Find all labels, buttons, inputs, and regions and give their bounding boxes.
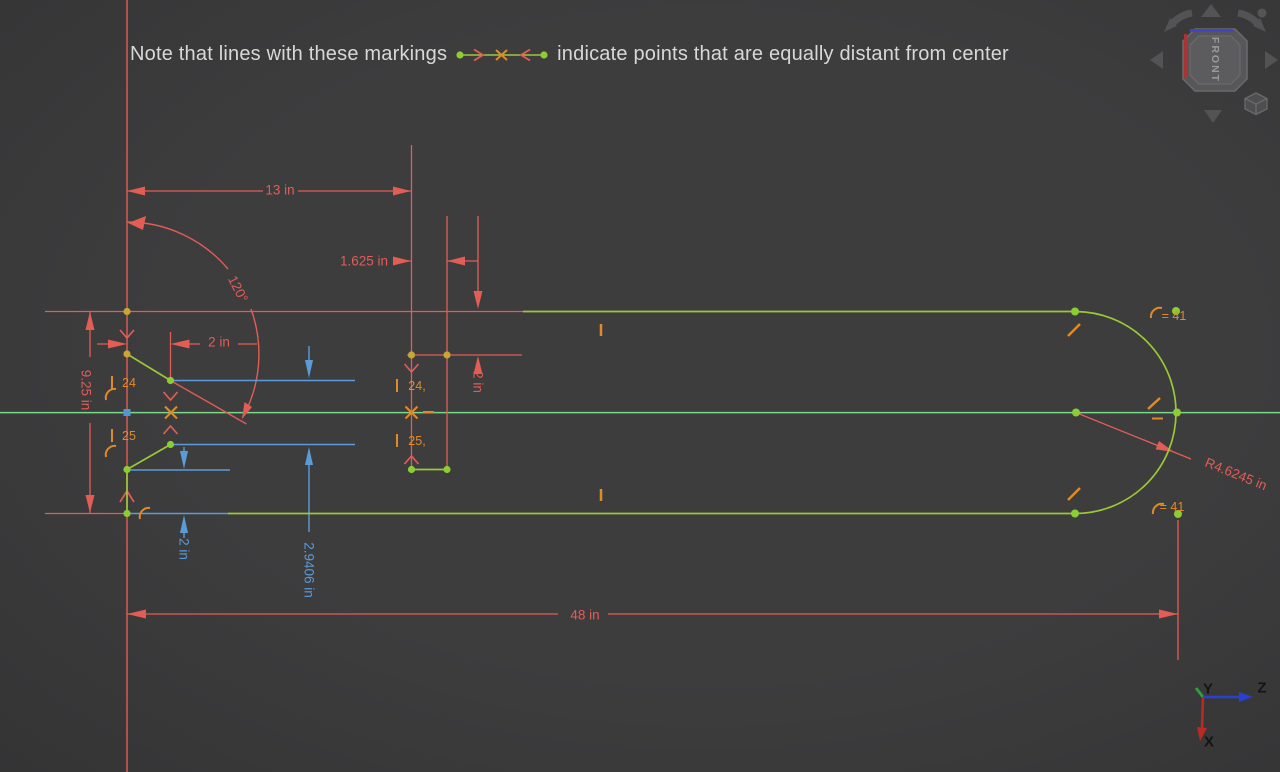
sketch-point[interactable] — [123, 509, 131, 518]
arc-constraint-icon[interactable] — [138, 506, 151, 520]
arc-constraint-icon[interactable] — [1151, 502, 1165, 515]
reference-point[interactable] — [1174, 510, 1182, 518]
sketch-point[interactable] — [123, 350, 131, 358]
viewcube-arrow-right[interactable] — [1265, 51, 1278, 69]
dimension-lines — [45, 145, 1192, 660]
arc-constraint-icon[interactable] — [1149, 306, 1163, 319]
sketch-point[interactable] — [123, 307, 131, 316]
arc-constraint-icon[interactable] — [104, 444, 117, 458]
view-cube — [1150, 4, 1278, 123]
viewcube-face-inner[interactable] — [1189, 35, 1241, 85]
sketch-point[interactable] — [443, 465, 451, 474]
dimension-label-2in-vertical[interactable]: 2 in — [470, 371, 486, 393]
constraint-label-24-left[interactable]: 24 — [122, 376, 136, 390]
viewcube-rotate-ccw-icon[interactable] — [1169, 9, 1193, 27]
constraint-label-41-bottom[interactable]: = 41 — [1159, 500, 1185, 514]
sketch-point[interactable] — [166, 376, 175, 385]
driven-dimension-lines — [128, 346, 355, 538]
angle-leader-line — [170, 379, 247, 425]
dimension-label-29406in[interactable]: 2.9406 in — [301, 542, 317, 598]
viewcube-arrow-left[interactable] — [1150, 51, 1163, 69]
sketch-point[interactable] — [1173, 408, 1181, 417]
dimension-label-2in-horizontal[interactable]: 2 in — [208, 334, 230, 350]
x-axis-arrowhead — [1197, 727, 1207, 741]
note-banner: Note that lines with these markings indi… — [130, 43, 1009, 66]
sketch-point[interactable] — [166, 440, 175, 449]
sketch-point[interactable] — [407, 465, 416, 474]
viewcube-arrow-down[interactable] — [1204, 110, 1222, 123]
arc-center-point[interactable] — [1072, 408, 1080, 417]
arc-constraint-icon[interactable] — [104, 387, 117, 401]
triad-z-label: Z — [1257, 679, 1267, 697]
dimension-label-925in[interactable]: 9.25 in — [78, 369, 94, 411]
viewcube-rotate-cw-head[interactable] — [1253, 18, 1266, 32]
tangent-tick-icon — [1067, 487, 1081, 501]
constraint-label-25-mid[interactable]: 25, — [408, 434, 426, 448]
tangent-tick-icon — [1067, 323, 1081, 337]
sketch-point[interactable] — [1071, 307, 1079, 316]
sketch-point[interactable] — [443, 351, 451, 359]
viewcube-rotate-ccw-head[interactable] — [1164, 18, 1177, 32]
sketch-line-notch-lower[interactable] — [126, 443, 171, 471]
x-marker-icon — [404, 405, 419, 420]
home-cube-icon[interactable] — [1244, 92, 1268, 116]
viewcube-rotate-cw-icon[interactable] — [1237, 9, 1261, 27]
constraint-label-41-top[interactable]: = 41 — [1161, 309, 1187, 323]
dimension-label-1625in[interactable]: 1.625 in — [339, 253, 389, 269]
constraint-glyphs — [104, 306, 1165, 520]
viewcube-front-label[interactable]: FRONT — [1209, 36, 1221, 84]
x-axis-arrow — [1200, 696, 1205, 729]
y-axis-stub — [1194, 687, 1205, 698]
dimension-arrowheads — [85, 186, 1178, 619]
triad-y-label: Y — [1202, 680, 1214, 698]
origin-point[interactable] — [123, 409, 131, 416]
constraint-label-24-mid[interactable]: 24, — [408, 379, 426, 393]
coordinate-triad — [1194, 687, 1253, 741]
sketch-point[interactable] — [1071, 509, 1079, 518]
dimension-label-48in[interactable]: 48 in — [570, 607, 600, 623]
viewcube-dot-icon[interactable] — [1257, 8, 1267, 18]
note-text-after: indicate points that are equally distant… — [557, 43, 1009, 65]
triad-x-label: X — [1203, 733, 1215, 751]
dimension-label-2in-blue[interactable]: 2 in — [176, 538, 192, 560]
angle-arc-120[interactable] — [126, 221, 260, 419]
sketch-point[interactable] — [407, 351, 416, 359]
sketch-points — [123, 307, 1182, 518]
reference-point[interactable] — [1172, 307, 1180, 315]
equal-distance-chevrons — [119, 329, 420, 503]
x-marker-icon — [164, 405, 178, 420]
z-axis-arrowhead — [1239, 692, 1253, 702]
sketch-line-notch-upper[interactable] — [126, 353, 171, 382]
note-text-before: Note that lines with these markings — [130, 43, 448, 65]
tangent-tick-icon — [1147, 397, 1161, 410]
dimension-label-13in[interactable]: 13 in — [265, 182, 295, 198]
constraint-label-25-left[interactable]: 25 — [122, 429, 136, 443]
driven-dimension-arrowheads — [180, 360, 313, 533]
viewcube-arrow-up[interactable] — [1201, 4, 1221, 17]
equal-distance-marking-icon — [456, 48, 548, 61]
sketch-point[interactable] — [123, 465, 131, 474]
